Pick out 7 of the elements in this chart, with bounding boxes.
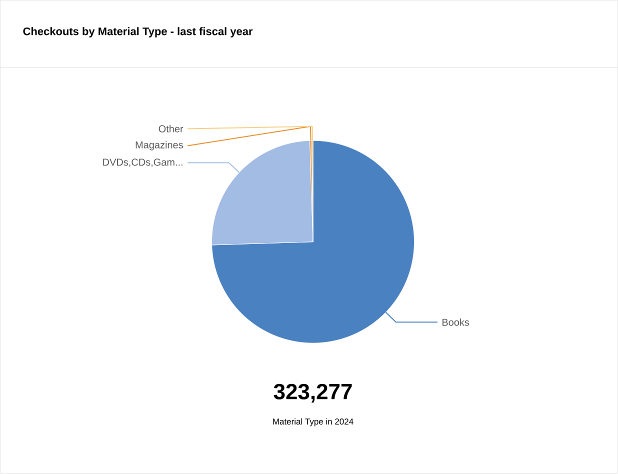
text: 323,277 <box>274 384 352 403</box>
slice-label: Magazines <box>136 141 183 151</box>
slice-label: Books <box>442 318 470 326</box>
text: Material Type in 2024 <box>273 418 354 426</box>
slice-label: DVDs,CDs,Gam... <box>103 158 182 168</box>
slice-label: Other <box>158 125 184 133</box>
chart-title: Checkouts by Material Type - last fiscal year <box>23 27 253 38</box>
